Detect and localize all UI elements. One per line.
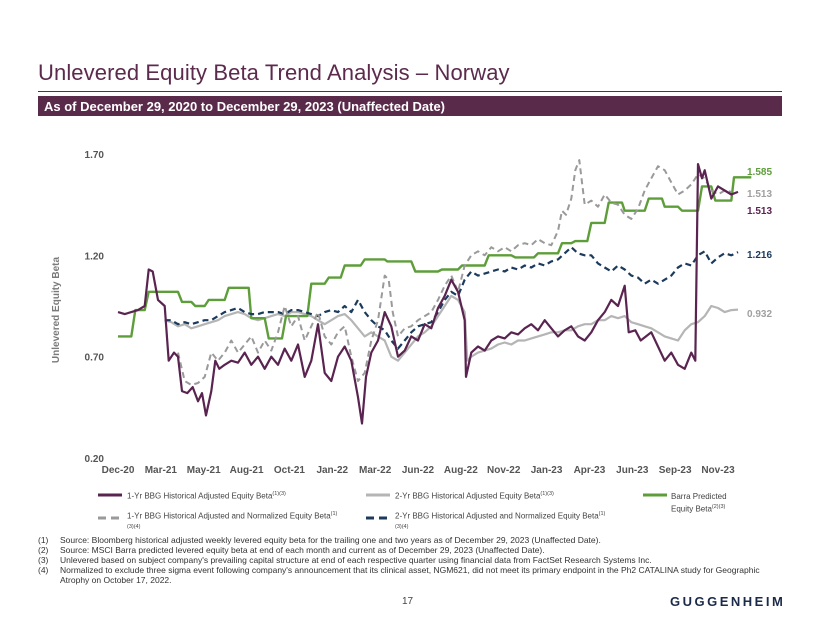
legend-label-2yr: 2-Yr BBG Historical Adjusted Equity Beta [395,491,541,501]
footnote-number: (4) [38,565,49,575]
end-label-barra: 1.585 [747,167,772,178]
footnote-text: Normalized to exclude three sigma event … [60,565,760,585]
footnote-text: Source: MSCI Barra predicted levered equ… [60,545,545,555]
footnote-number: (3) [38,555,49,565]
legend-label-barra: Barra Predicted Equity Beta [671,492,727,514]
end-label-2yr-norm: 1.216 [747,250,772,261]
subtitle: As of December 29, 2020 to December 29, … [44,99,446,114]
page-number: 17 [402,596,414,607]
end-label-1yr: 1.513 [747,206,772,217]
footnote-text: Unlevered based on subject company's pre… [60,555,652,565]
x-tick-label: Dec-20 [102,465,135,476]
x-tick-label: May-21 [187,465,221,476]
x-tick-label: Mar-21 [145,465,178,476]
end-label-2yr: 0.932 [747,309,772,320]
legend-label-1yr: 1-Yr BBG Historical Adjusted Equity Beta [127,491,273,501]
x-tick-label: Jan-23 [531,465,563,476]
legend-label-1yr-norm: 1-Yr BBG Historical Adjusted and Normali… [127,511,331,521]
title-divider [38,91,782,92]
series-barra-line [118,176,752,340]
legend-sup-barra: (2)(3) [711,504,726,510]
x-tick-label: Sep-23 [659,465,692,476]
legend-sup-2yr: (1)(3) [540,491,554,497]
legend-sup-1yr-norm: (1)(3)(4) [127,511,338,530]
x-tick-label: Nov-23 [701,465,735,476]
x-tick-label: Apr-23 [574,465,606,476]
series-1yr-line [117,163,739,425]
footnote-number: (1) [38,535,49,545]
end-label-1yr-norm: 1.513 [747,189,772,200]
series-1yr-norm-line [177,159,732,386]
y-tick-label: 0.20 [85,454,105,465]
x-tick-label: Jun-23 [616,465,649,476]
legend-label-2yr-norm: 2-Yr BBG Historical Adjusted and Normali… [395,511,599,521]
x-tick-label: Aug-22 [444,465,478,476]
y-tick-label: 1.70 [85,150,105,161]
legend-sup-1yr: (1)(3) [272,491,286,497]
legend-sup-2yr-norm: (1)(3)(4) [395,511,606,530]
guggenheim-logo: GUGGENHEIM [670,594,786,609]
y-tick-label: 1.20 [85,251,105,262]
y-axis-label: Unlevered Equity Beta [51,256,62,363]
x-tick-label: Nov-22 [487,465,521,476]
x-tick-label: Jan-22 [316,465,348,476]
x-tick-label: Oct-21 [274,465,306,476]
subtitle-bar: As of December 29, 2020 to December 29, … [38,96,782,116]
x-tick-label: Jun-22 [402,465,435,476]
page-title: Unlevered Equity Beta Trend Analysis – N… [38,60,510,85]
x-tick-label: Aug-21 [230,465,264,476]
series-2yr-norm-line [164,246,739,350]
x-tick-label: Mar-22 [359,465,392,476]
footnote-number: (2) [38,545,49,555]
footnote-text: Source: Bloomberg historical adjusted we… [60,535,601,545]
y-tick-label: 0.70 [85,353,105,364]
